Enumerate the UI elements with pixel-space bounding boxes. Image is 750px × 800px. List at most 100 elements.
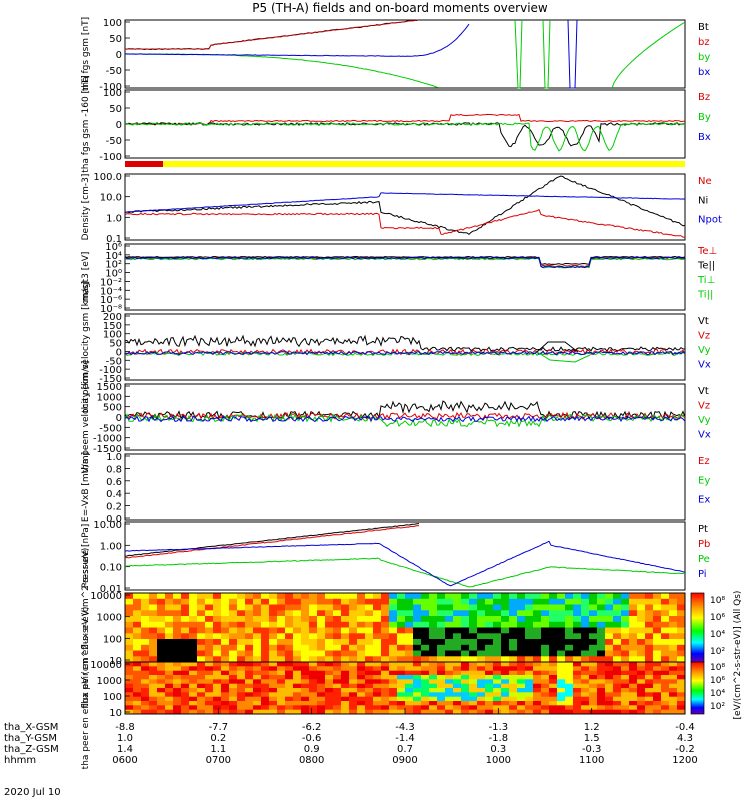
x-tick-label: 1.2 — [584, 722, 600, 733]
legend-entry: bx — [698, 67, 710, 78]
trace — [125, 19, 420, 50]
legend-entry: Pt — [698, 524, 708, 535]
y-tick-label: -50 — [106, 356, 122, 367]
colorbar-tick: 10² — [710, 702, 725, 712]
colorbar: 10⁸ 10⁶ 10⁴ 10² 10⁸ 10⁶ 10⁴ 10² [eV/(cm^2-s-str… — [690, 591, 743, 719]
trace — [125, 257, 685, 269]
y-tick-label: 0.1 — [106, 234, 122, 245]
y-axis-label: tha peir en eflux eV (cm^2-s-sr-eV) — [81, 548, 91, 708]
x-tick-label: -6.2 — [302, 722, 322, 733]
legend-entry: Bz — [698, 92, 710, 103]
y-tick-label: 10⁰ — [105, 269, 122, 280]
data-traces — [125, 19, 685, 588]
panel-efield: 1.00.8 0.60.4 0.20.0 E=-VxB [mV/m] — [81, 452, 686, 525]
legend-entry: Vx — [698, 430, 711, 441]
legend-entry: Pb — [698, 539, 710, 550]
y-tick-label: -500 — [99, 423, 122, 434]
y-tick-label: 0.01 — [100, 584, 122, 595]
y-tick-label: 100 — [103, 330, 122, 341]
y-tick-label: 10 — [109, 708, 122, 719]
panel-density: 100.0 10.0 1.0 0.1 Density [cm-3] — [81, 172, 686, 245]
colorbar-tick: 10⁴ — [710, 630, 725, 640]
y-tick-label: -1500 — [93, 444, 122, 455]
legend-entry: Vy — [698, 415, 711, 426]
trace — [514, 19, 523, 89]
colorbar-bottom — [690, 661, 705, 715]
y-tick-label: 200 — [103, 312, 122, 323]
y-tick-label: 1500 — [97, 382, 122, 393]
y-tick-label: 10⁻⁴ — [100, 286, 122, 297]
y-tick-label: 0 — [116, 120, 122, 131]
legend-entry: Pe — [698, 554, 710, 565]
y-tick-label: 1.0 — [106, 213, 122, 224]
y-tick-label: 50 — [109, 34, 122, 45]
y-tick-label: 1000 — [97, 676, 122, 687]
y-tick-label: 100 — [103, 692, 122, 703]
x-tick-label: 0.3 — [490, 744, 506, 755]
trace — [125, 411, 685, 421]
legend-entry: Ex — [698, 495, 710, 506]
x-tick-label: -0.4 — [675, 722, 695, 733]
x-tick-label: 1.1 — [210, 744, 226, 755]
legend-entry: Vt — [698, 386, 709, 397]
legend-entry: Vz — [698, 331, 710, 342]
x-tick-label: 1000 — [486, 755, 511, 766]
y-tick-label: 10² — [105, 260, 122, 271]
y-tick-label: 100.0 — [93, 172, 122, 183]
panel-pressure: 10.00 1.00 0.10 0.01 Pressure [nPa] — [81, 520, 686, 595]
x-tick-label: 0800 — [299, 755, 324, 766]
y-tick-label: 50 — [109, 104, 122, 115]
trace — [542, 19, 551, 89]
trace — [536, 341, 579, 353]
trace — [567, 19, 578, 89]
legend-entry: Ti⊥ — [697, 275, 715, 286]
colorbar-tick: 10⁶ — [710, 676, 725, 686]
trace — [125, 122, 685, 148]
colorbar-tick: 10⁶ — [710, 613, 725, 623]
y-axis-label: tha peem velocity [km/s] — [81, 361, 91, 474]
x-tick-label: -1.4 — [395, 733, 415, 744]
legends: Bt bz by bx Bz By Bx Ne Ni Npot Te⊥ Te|| Ti⊥ Ti|| Vt Vz… — [697, 22, 722, 580]
panel-frame — [124, 313, 686, 381]
x-tick-label: -1.3 — [489, 722, 509, 733]
y-tick-label: 10000 — [90, 660, 122, 671]
y-tick-label: -50 — [106, 66, 122, 77]
x-tick-label: -7.7 — [209, 722, 229, 733]
y-tick-label: 150 — [103, 321, 122, 332]
y-tick-label: -50 — [106, 136, 122, 147]
x-tick-label: 0.7 — [397, 744, 413, 755]
legend-entry: Vx — [698, 360, 711, 371]
trace — [125, 175, 685, 236]
y-tick-label: -100 — [99, 152, 122, 163]
y-axis-label: tha fgs gsm -160 [nT] — [81, 75, 91, 173]
legend-entry: Bx — [698, 132, 711, 143]
x-row-label: tha_Y-GSM — [4, 733, 57, 744]
y-tick-label: 1000 — [97, 392, 122, 403]
panel-frame — [124, 453, 686, 521]
x-tick-label: 0.2 — [210, 733, 226, 744]
y-tick-label: 50 — [109, 339, 122, 350]
y-tick-label: 1000 — [97, 613, 122, 624]
legend-entry: Ez — [698, 456, 710, 467]
trace — [536, 351, 591, 363]
x-tick-label: 1.0 — [117, 733, 133, 744]
x-tick-label: -1.8 — [489, 733, 509, 744]
legend-entry: Vy — [698, 345, 711, 356]
trace — [125, 525, 420, 559]
colorbar-tick: 10⁴ — [710, 689, 725, 699]
trace — [125, 113, 685, 126]
y-axis-label: tha fgs gsm [nT] — [81, 17, 91, 91]
panel-frame — [124, 173, 686, 241]
x-tick-label: -8.8 — [115, 722, 135, 733]
trace — [125, 53, 440, 89]
y-tick-label: 10⁻² — [100, 277, 122, 288]
y-tick-label: 0 — [116, 347, 122, 358]
x-tick-label: 1.5 — [584, 733, 600, 744]
panel-frame — [124, 243, 686, 311]
colorbar-tick: 10² — [710, 647, 725, 657]
x-tick-label: 0700 — [206, 755, 231, 766]
x-tick-label: 0900 — [392, 755, 417, 766]
